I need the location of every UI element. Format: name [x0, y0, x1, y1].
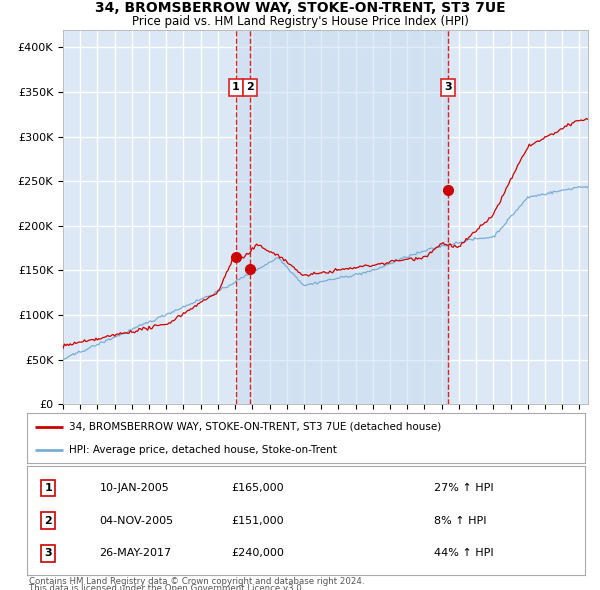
Text: 3: 3	[445, 83, 452, 93]
Text: Contains HM Land Registry data © Crown copyright and database right 2024.: Contains HM Land Registry data © Crown c…	[29, 577, 364, 586]
Text: 1: 1	[232, 83, 239, 93]
Text: HPI: Average price, detached house, Stoke-on-Trent: HPI: Average price, detached house, Stok…	[69, 445, 337, 455]
Bar	[236, 30, 448, 404]
Text: 1: 1	[44, 483, 52, 493]
Text: £165,000: £165,000	[231, 483, 284, 493]
Text: 27% ↑ HPI: 27% ↑ HPI	[434, 483, 494, 493]
Text: 2: 2	[246, 83, 253, 93]
Text: 34, BROMSBERROW WAY, STOKE-ON-TRENT, ST3 7UE (detached house): 34, BROMSBERROW WAY, STOKE-ON-TRENT, ST3…	[69, 421, 441, 431]
Text: 04-NOV-2005: 04-NOV-2005	[100, 516, 173, 526]
Text: This data is licensed under the Open Government Licence v3.0.: This data is licensed under the Open Gov…	[29, 584, 304, 590]
Text: 8% ↑ HPI: 8% ↑ HPI	[434, 516, 487, 526]
Text: £240,000: £240,000	[231, 549, 284, 558]
Text: £151,000: £151,000	[231, 516, 284, 526]
Text: 44% ↑ HPI: 44% ↑ HPI	[434, 549, 494, 558]
Text: 2: 2	[44, 516, 52, 526]
Text: 3: 3	[44, 549, 52, 558]
Text: 26-MAY-2017: 26-MAY-2017	[100, 549, 172, 558]
Text: 34, BROMSBERROW WAY, STOKE-ON-TRENT, ST3 7UE: 34, BROMSBERROW WAY, STOKE-ON-TRENT, ST3…	[95, 1, 505, 15]
Text: 10-JAN-2005: 10-JAN-2005	[100, 483, 169, 493]
Text: Price paid vs. HM Land Registry's House Price Index (HPI): Price paid vs. HM Land Registry's House …	[131, 15, 469, 28]
